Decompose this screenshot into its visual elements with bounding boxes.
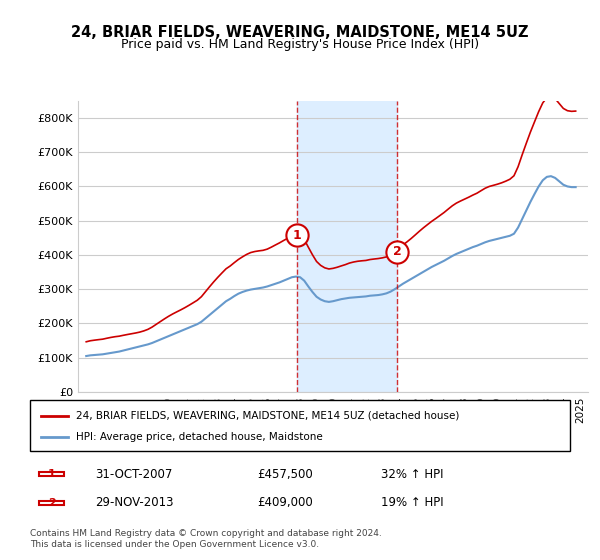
Text: 29-NOV-2013: 29-NOV-2013 — [95, 496, 173, 509]
FancyBboxPatch shape — [30, 400, 570, 451]
FancyBboxPatch shape — [40, 473, 64, 477]
Text: 1: 1 — [293, 229, 302, 242]
Text: 24, BRIAR FIELDS, WEAVERING, MAIDSTONE, ME14 5UZ (detached house): 24, BRIAR FIELDS, WEAVERING, MAIDSTONE, … — [76, 410, 459, 421]
Text: 19% ↑ HPI: 19% ↑ HPI — [381, 496, 443, 509]
Text: 31-OCT-2007: 31-OCT-2007 — [95, 468, 172, 481]
Text: 1: 1 — [48, 469, 55, 479]
Bar — [297, 101, 397, 392]
Text: Contains HM Land Registry data © Crown copyright and database right 2024.
This d: Contains HM Land Registry data © Crown c… — [30, 529, 382, 549]
Text: 24, BRIAR FIELDS, WEAVERING, MAIDSTONE, ME14 5UZ: 24, BRIAR FIELDS, WEAVERING, MAIDSTONE, … — [71, 25, 529, 40]
Text: £457,500: £457,500 — [257, 468, 313, 481]
Text: Price paid vs. HM Land Registry's House Price Index (HPI): Price paid vs. HM Land Registry's House … — [121, 38, 479, 51]
Text: 2: 2 — [393, 245, 402, 258]
Text: HPI: Average price, detached house, Maidstone: HPI: Average price, detached house, Maid… — [76, 432, 323, 442]
Text: 2: 2 — [48, 498, 55, 508]
FancyBboxPatch shape — [40, 501, 64, 505]
Text: 32% ↑ HPI: 32% ↑ HPI — [381, 468, 443, 481]
Text: £409,000: £409,000 — [257, 496, 313, 509]
